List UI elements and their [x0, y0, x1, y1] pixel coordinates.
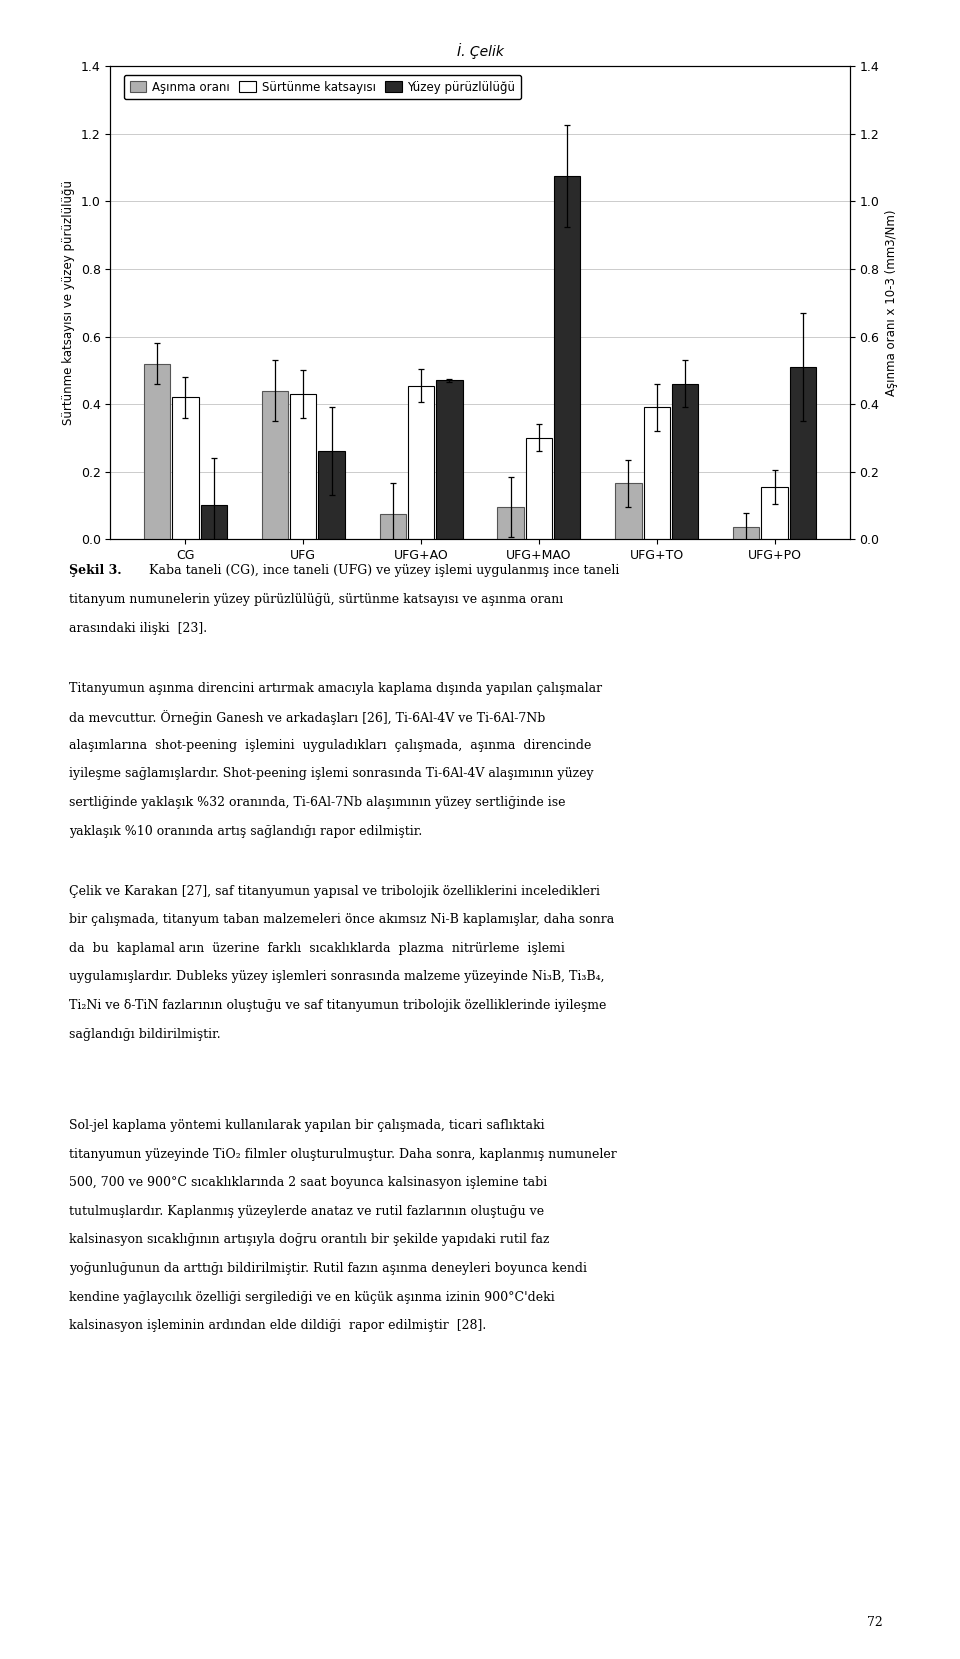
Text: sertliğinde yaklaşık %32 oranında, Ti-6Al-7Nb alaşımının yüzey sertliğinde ise: sertliğinde yaklaşık %32 oranında, Ti-6A… [69, 796, 565, 810]
Bar [790, 367, 816, 539]
Bar [761, 486, 788, 539]
Text: 500, 700 ve 900°C sıcaklıklarında 2 saat boyunca kalsinasyon işlemine tabi: 500, 700 ve 900°C sıcaklıklarında 2 saat… [69, 1176, 547, 1190]
Bar [262, 390, 288, 539]
Text: 72: 72 [868, 1616, 883, 1629]
Bar [379, 514, 406, 539]
Bar [144, 363, 170, 539]
Bar [526, 438, 552, 539]
Bar [615, 483, 641, 539]
Text: sağlandığı bildirilmiştir.: sağlandığı bildirilmiştir. [69, 1027, 221, 1040]
Text: Çelik ve Karakan [27], saf titanyumun yapısal ve tribolojik özelliklerini incele: Çelik ve Karakan [27], saf titanyumun ya… [69, 884, 600, 898]
Text: titanyumun yüzeyinde TiO₂ filmler oluşturulmuştur. Daha sonra, kaplanmış numunel: titanyumun yüzeyinde TiO₂ filmler oluştu… [69, 1148, 617, 1161]
Bar [497, 508, 524, 539]
Text: kalsinasyon sıcaklığının artışıyla doğru orantılı bir şekilde yapıdaki rutil faz: kalsinasyon sıcaklığının artışıyla doğru… [69, 1234, 550, 1246]
Y-axis label: Aşınma oranı x 10-3 (mm3/Nm): Aşınma oranı x 10-3 (mm3/Nm) [885, 209, 898, 397]
Text: da  bu  kaplamal arın  üzerine  farklı  sıcaklıklarda  plazma  nitrürleme  işlem: da bu kaplamal arın üzerine farklı sıcak… [69, 942, 565, 956]
Bar [319, 451, 345, 539]
Text: yoğunluğunun da arttığı bildirilmiştir. Rutil fazın aşınma deneyleri boyunca ken: yoğunluğunun da arttığı bildirilmiştir. … [69, 1262, 588, 1276]
Text: alaşımlarına  shot-peening  işlemini  uyguladıkları  çalışmada,  aşınma  direnci: alaşımlarına shot-peening işlemini uygul… [69, 738, 591, 752]
Legend: Aşınma oranı, Sürtünme katsayısı, Yüzey pürüzlülüğü: Aşınma oranı, Sürtünme katsayısı, Yüzey … [124, 75, 521, 100]
Bar [643, 408, 670, 539]
Text: Sol-jel kaplama yöntemi kullanılarak yapılan bir çalışmada, ticari saflıktaki: Sol-jel kaplama yöntemi kullanılarak yap… [69, 1120, 544, 1131]
Bar [408, 385, 434, 539]
Text: bir çalışmada, titanyum taban malzemeleri önce akımsız Ni-B kaplamışlar, daha so: bir çalışmada, titanyum taban malzemeler… [69, 912, 614, 926]
Text: kalsinasyon işleminin ardından elde dildiği  rapor edilmiştir  [28].: kalsinasyon işleminin ardından elde dild… [69, 1319, 487, 1332]
Text: uygulamışlardır. Dubleks yüzey işlemleri sonrasında malzeme yüzeyinde Ni₃B, Ti₃B: uygulamışlardır. Dubleks yüzey işlemleri… [69, 971, 605, 984]
Bar [672, 383, 698, 539]
Text: Kaba taneli (CG), ince taneli (UFG) ve yüzey işlemi uygulanmış ince taneli: Kaba taneli (CG), ince taneli (UFG) ve y… [145, 564, 619, 577]
Text: İ. Çelik: İ. Çelik [457, 43, 503, 60]
Bar [172, 398, 199, 539]
Y-axis label: Sürtünme katsayısı ve yüzey pürüzlülüğü: Sürtünme katsayısı ve yüzey pürüzlülüğü [62, 181, 75, 425]
Text: titanyum numunelerin yüzey pürüzlülüğü, sürtünme katsayısı ve aşınma oranı: titanyum numunelerin yüzey pürüzlülüğü, … [69, 592, 564, 606]
Bar [733, 526, 759, 539]
Text: arasındaki ilişki  [23].: arasındaki ilişki [23]. [69, 622, 207, 634]
Text: Şekil 3.: Şekil 3. [69, 564, 122, 577]
Bar [201, 506, 227, 539]
Text: tutulmuşlardır. Kaplanmış yüzeylerde anataz ve rutil fazlarının oluştuğu ve: tutulmuşlardır. Kaplanmış yüzeylerde ana… [69, 1204, 544, 1218]
Text: da mevcuttur. Örneğin Ganesh ve arkadaşları [26], Ti-6Al-4V ve Ti-6Al-7Nb: da mevcuttur. Örneğin Ganesh ve arkadaşl… [69, 710, 545, 725]
Bar [290, 393, 317, 539]
Text: Ti₂Ni ve δ-TiN fazlarının oluştuğu ve saf titanyumun tribolojik özelliklerinde i: Ti₂Ni ve δ-TiN fazlarının oluştuğu ve sa… [69, 999, 607, 1012]
Text: iyileşme sağlamışlardır. Shot-peening işlemi sonrasında Ti-6Al-4V alaşımının yüz: iyileşme sağlamışlardır. Shot-peening iş… [69, 768, 593, 780]
Text: yaklaşık %10 oranında artış sağlandığı rapor edilmiştir.: yaklaşık %10 oranında artış sağlandığı r… [69, 825, 422, 838]
Text: kendine yağlaycılık özelliği sergilediği ve en küçük aşınma izinin 900°C'deki: kendine yağlaycılık özelliği sergilediği… [69, 1291, 555, 1304]
Bar [436, 380, 463, 539]
Text: Titanyumun aşınma direncini artırmak amacıyla kaplama dışında yapılan çalışmalar: Titanyumun aşınma direncini artırmak ama… [69, 682, 602, 695]
Bar [554, 176, 581, 539]
